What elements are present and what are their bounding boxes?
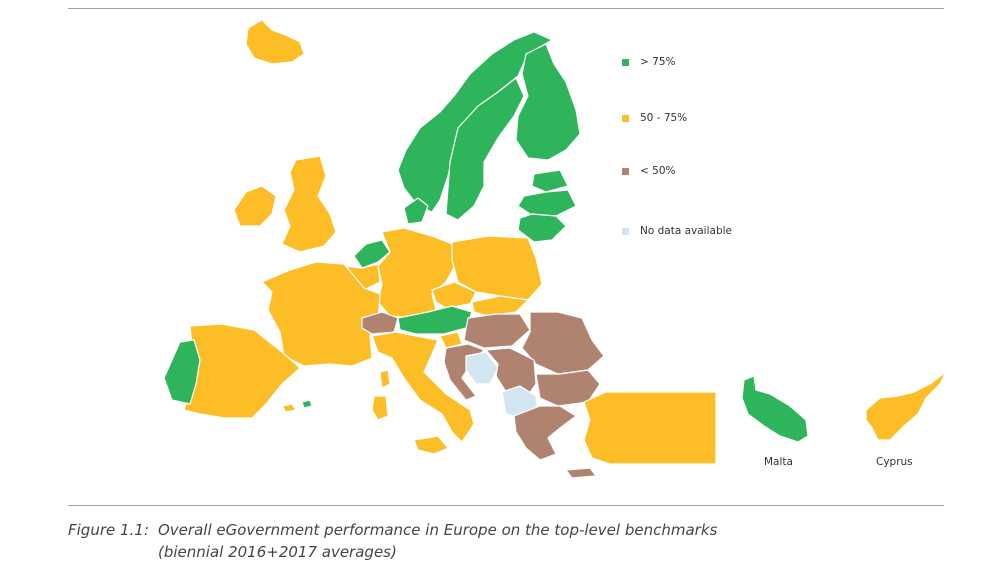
figure-caption: Figure 1.1: Overall eGovernment performan… (68, 519, 717, 563)
legend-label: No data available (640, 225, 732, 237)
iceland-region (245, 19, 305, 65)
slovenia-region (439, 331, 463, 349)
legend-swatch (622, 114, 629, 122)
bottom-rule (68, 505, 944, 506)
malta-inset (741, 375, 809, 443)
legend-item-low: < 50% (622, 165, 675, 177)
uk-region (281, 155, 337, 253)
bulgaria-region (535, 369, 601, 407)
crete-region (565, 467, 597, 479)
legend-item-nodata: No data available (622, 225, 732, 237)
turkey-region (583, 391, 717, 465)
caption-line-1: Overall eGovernment performance in Europ… (158, 521, 718, 539)
hungary-region (463, 313, 531, 349)
bosnia-region (465, 351, 499, 385)
legend-item-mid: 50 - 75% (622, 112, 687, 124)
denmark-region (403, 197, 429, 225)
legend-item-high: > 75% (622, 56, 675, 68)
caption-line-2: (biennial 2016+2017 averages) (158, 543, 397, 561)
balearic-region (281, 403, 297, 413)
legend-swatch (622, 227, 629, 235)
malta-label: Malta (764, 456, 793, 468)
legend-swatch (622, 58, 629, 66)
cyprus-label: Cyprus (876, 456, 913, 468)
ireland-region (233, 185, 277, 227)
small-island-region (301, 399, 313, 409)
czechia-region (431, 281, 477, 309)
legend-label: > 75% (640, 56, 676, 68)
top-rule (68, 8, 944, 9)
latvia-region (517, 189, 577, 217)
france-region (261, 261, 381, 367)
finland-region (515, 43, 581, 161)
greece-region (513, 405, 577, 461)
corsica-region (379, 369, 391, 389)
lithuania-region (517, 213, 567, 243)
sweden-region (445, 77, 525, 221)
figure-number: Figure 1.1: (68, 521, 149, 539)
slovakia-region (471, 295, 529, 317)
sicily-region (413, 435, 449, 455)
italy-region (371, 331, 475, 443)
cyprus-inset (865, 371, 947, 441)
legend-label: 50 - 75% (640, 112, 688, 124)
sardinia-region (371, 395, 389, 421)
legend-label: < 50% (640, 165, 676, 177)
legend-swatch (622, 167, 629, 175)
portugal-region (163, 339, 201, 405)
estonia-region (531, 169, 569, 193)
